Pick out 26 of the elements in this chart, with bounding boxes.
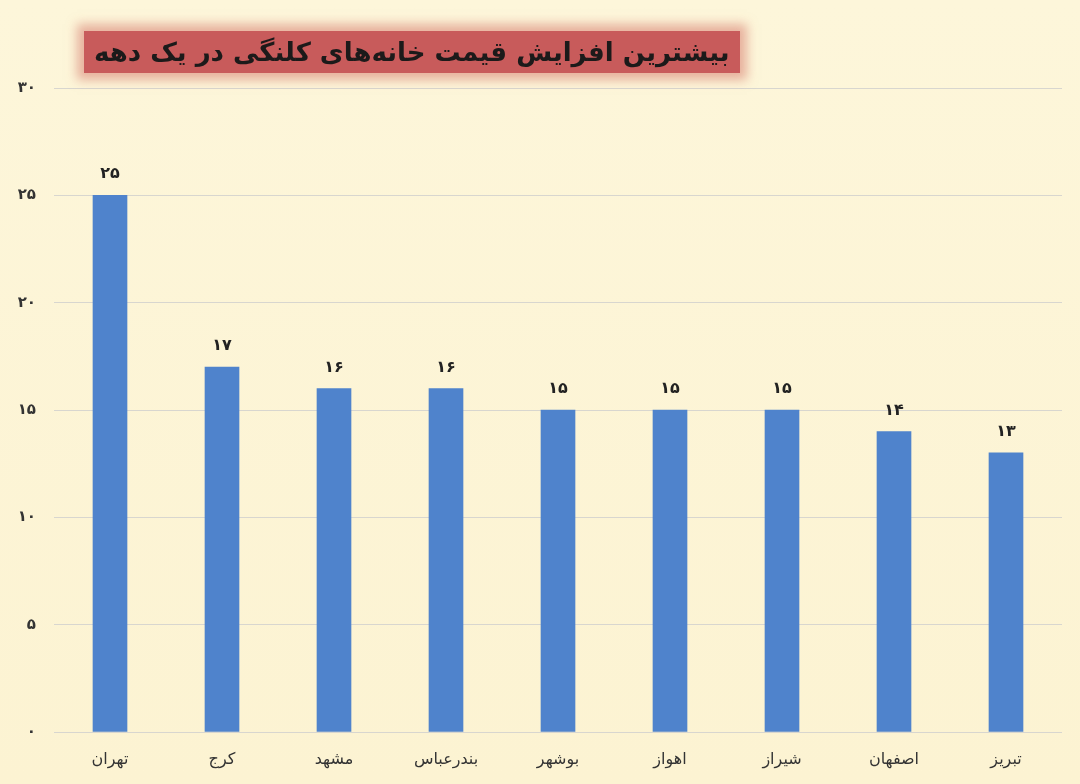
data-label: ۱۵ [660, 378, 680, 398]
data-label: ۱۵ [772, 378, 792, 398]
y-tick-label: ۰ [26, 721, 36, 740]
x-tick-label: تهران [91, 748, 129, 769]
y-tick-label: ۱۵ [17, 399, 36, 418]
y-tick-label: ۲۵ [17, 185, 36, 204]
y-tick-label: ۵ [26, 614, 36, 633]
x-tick-label: تبریز [989, 748, 1022, 769]
data-label: ۱۶ [436, 356, 456, 376]
y-tick-label: ۱۰ [17, 507, 36, 526]
chart-title: بیشترین افزایش قیمت خانه‌های کلنگی در یک دهه [84, 31, 740, 73]
data-label: ۲۵ [100, 163, 120, 183]
x-tick-label: اصفهان [868, 748, 920, 769]
x-tick-label: بندرعباس [413, 748, 479, 769]
y-tick-label: ۳۰ [17, 77, 36, 96]
y-tick-label: ۲۰ [17, 292, 36, 311]
x-tick-label: اهواز [652, 748, 687, 769]
x-tick-label: بوشهر [535, 748, 580, 769]
x-tick-label: کرج [208, 748, 236, 769]
data-label: ۱۶ [324, 356, 344, 376]
x-tick-label: مشهد [314, 748, 354, 769]
data-label: ۱۴ [884, 399, 904, 419]
data-label: ۱۳ [996, 421, 1016, 441]
data-label: ۱۷ [212, 335, 232, 355]
data-label: ۱۵ [548, 378, 568, 398]
x-tick-label: شیراز [761, 748, 802, 769]
